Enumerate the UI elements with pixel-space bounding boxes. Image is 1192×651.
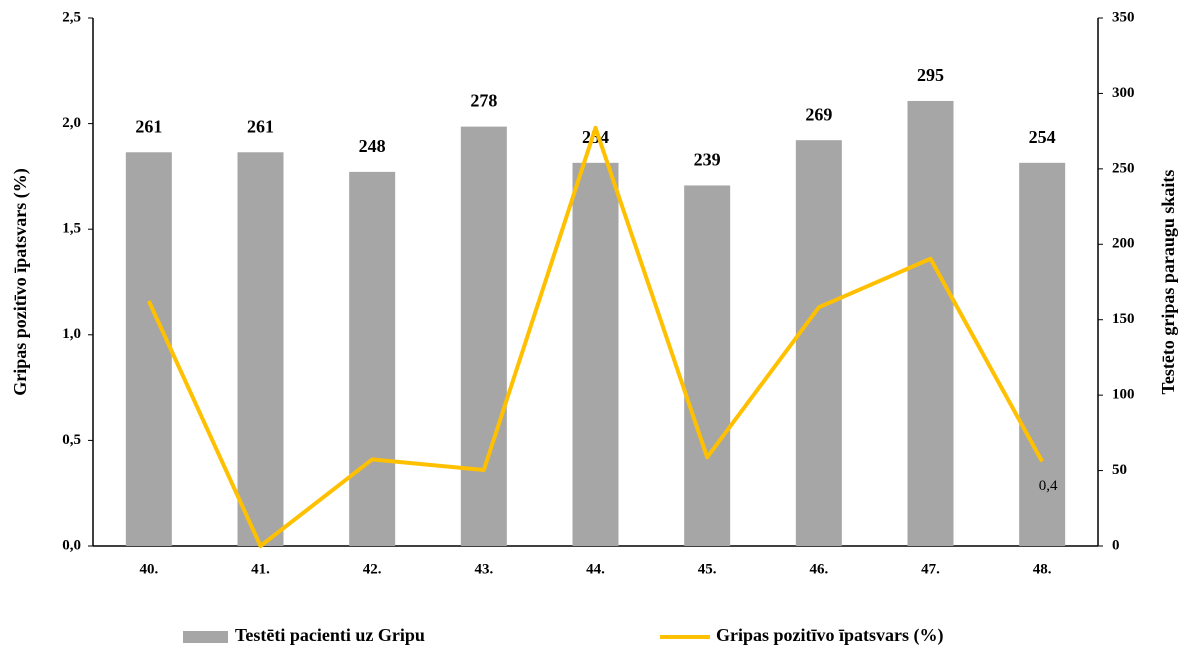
bar [125,152,172,546]
bar-value-label: 278 [470,91,497,111]
y2-tick-label: 200 [1112,236,1135,252]
y2-tick-label: 350 [1112,9,1135,25]
bar [907,100,954,546]
bar-value-label: 254 [1029,127,1056,147]
y2-tick-label: 100 [1112,387,1135,403]
x-tick-label: 45. [698,561,717,577]
y2-tick-label: 50 [1112,462,1127,478]
bar-value-label: 295 [917,65,944,85]
y-tick-label: 0,5 [62,432,81,448]
bar [684,185,731,547]
x-tick-label: 43. [474,561,493,577]
bar [460,126,507,547]
y-tick-label: 2,5 [62,9,81,25]
y-tick-label: 0,0 [62,537,81,553]
y2-tick-label: 250 [1112,160,1135,176]
line-value-label: 0,4 [1039,478,1058,494]
bar-value-label: 239 [694,150,721,170]
bar-value-label: 261 [247,116,274,136]
x-tick-label: 42. [363,561,382,577]
y-tick-label: 1,5 [62,221,81,237]
bar [1019,162,1066,546]
y-tick-label: 2,0 [62,115,81,131]
bar [572,162,619,546]
y2-tick-label: 150 [1112,311,1135,327]
bar [349,171,396,547]
bar [237,152,284,546]
y-tick-label: 1,0 [62,326,81,342]
x-tick-label: 44. [586,561,605,577]
legend-swatch [183,631,228,643]
bar [795,140,842,547]
bar-value-label: 248 [359,136,386,156]
x-tick-label: 46. [809,561,828,577]
y-axis-label: Gripas pozitīvo īpatsvars (%) [10,168,31,396]
x-tick-label: 40. [139,561,158,577]
legend-label: Testēti pacienti uz Gripu [235,625,425,645]
x-tick-label: 47. [921,561,940,577]
x-tick-label: 48. [1033,561,1052,577]
y2-tick-label: 300 [1112,85,1135,101]
legend-label: Gripas pozitīvo īpatsvars (%) [716,625,944,646]
line [147,125,1044,548]
bar-value-label: 261 [135,116,162,136]
y2-axis-label: Testēto gripas paraugu skaits [1158,170,1178,395]
y2-tick-label: 0 [1112,537,1120,553]
x-tick-label: 41. [251,561,270,577]
bar-value-label: 269 [805,104,832,124]
